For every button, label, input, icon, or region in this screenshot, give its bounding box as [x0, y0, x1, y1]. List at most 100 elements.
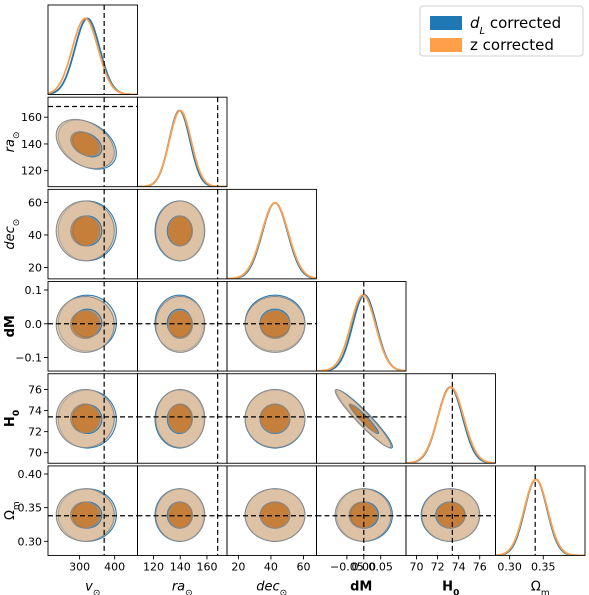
- contour-ra-H0-z_corrected-1sigma: [167, 403, 194, 434]
- xtick-label-ra-2: 160: [196, 560, 217, 573]
- panel-dM-dec: [226, 281, 317, 372]
- labels-layer: ra⊙ dec⊙ dM H0 v⊙ Ωm ra⊙ dec⊙ dM H0 Ωm: [3, 132, 550, 595]
- ytick-label-ra-0: 120: [21, 165, 42, 178]
- panels-layer: 120 140 160 20 40 60 −0.1 0.0 0.1 70 72 74 76 300 400 0…: [15, 4, 586, 573]
- xtick-label-dM-2: 0.05: [368, 560, 393, 573]
- xtick-label-dM-0: −0.05: [330, 560, 364, 573]
- xlabel-Om: Ωm: [531, 579, 550, 595]
- ytick-label-Om-0: 0.30: [18, 535, 43, 548]
- xlabel-dec: dec⊙: [256, 579, 287, 595]
- ytick-label-dec-2: 60: [28, 196, 42, 209]
- panel-Om-dM: −0.050.000.05: [316, 465, 407, 573]
- legend-swatch-dl_corrected: [430, 16, 462, 30]
- panel-dM-ra: [137, 281, 228, 372]
- xtick-label-ra-0: 120: [143, 560, 164, 573]
- panel-Om-ra: 120 140 160: [137, 465, 228, 573]
- xtick-label-H0-3: 76: [473, 560, 487, 573]
- panel-frame-ra-ra: [137, 96, 228, 188]
- panel-frame-H0-H0: [405, 373, 496, 464]
- ylabel-Om: Ωm: [3, 501, 22, 520]
- marginal-curve-v-z_corrected: [48, 17, 138, 95]
- marginal-curve-dec-dl_corrected: [227, 201, 317, 279]
- contour-ra-dec-z_corrected-1sigma: [167, 215, 194, 247]
- panel-dM-dM: [316, 281, 407, 372]
- ytick-label-ra-1: 140: [21, 138, 42, 151]
- panel-frame-Om-Om: [495, 465, 586, 556]
- ylabel-dec: dec⊙: [3, 219, 22, 250]
- panel-Om-Om: 0.30 0.35: [495, 465, 586, 573]
- panel-frame-v-v: [47, 4, 138, 95]
- ytick-label-H0-0: 70: [28, 447, 42, 460]
- xlabel-dM: dM: [350, 579, 372, 594]
- legend-swatch-z_corrected: [430, 38, 462, 52]
- contour-v-dM-z_corrected-1sigma: [70, 309, 101, 339]
- xtick-label-dec-1: 40: [264, 560, 278, 573]
- ytick-label-H0-2: 74: [28, 405, 42, 418]
- panel-H0-H0: [405, 373, 496, 464]
- panel-Om-H0: 70 72 74 76: [405, 465, 496, 573]
- xtick-label-H0-1: 72: [431, 560, 445, 573]
- marginal-curve-ra-dl_corrected: [137, 109, 227, 187]
- panel-ra-v: 120 140 160: [21, 96, 138, 188]
- ytick-label-Om-1: 0.35: [18, 502, 43, 515]
- panel-H0-ra: [137, 373, 228, 464]
- panel-dec-ra: [137, 188, 228, 280]
- xlabel-H0: H0: [442, 579, 459, 595]
- ylabel-dM: dM: [3, 315, 18, 337]
- panel-dec-v: 20 40 60: [28, 188, 138, 280]
- marginal-curve-ra-z_corrected: [137, 109, 227, 187]
- contour-dec-dM-z_corrected-1sigma: [259, 309, 291, 339]
- contour-dM-H0-z_corrected-1sigma: [348, 403, 378, 434]
- panel-Om-dec: 20 40 60: [226, 465, 317, 573]
- panel-dec-dec: [226, 188, 317, 280]
- panel-ra-ra: [137, 96, 228, 188]
- ylabel-ra: ra⊙: [3, 132, 22, 153]
- xtick-label-H0-2: 74: [452, 560, 466, 573]
- contour-dM-Om-z_corrected-1sigma: [348, 501, 378, 529]
- contour-v-Om-z_corrected-1sigma: [70, 501, 101, 529]
- panel-H0-dM: [316, 373, 407, 464]
- marginal-curve-H0-z_corrected: [406, 386, 496, 464]
- xtick-label-Om-0: 0.30: [497, 560, 522, 573]
- ytick-label-dec-1: 40: [28, 229, 42, 242]
- panel-v-v: [47, 4, 138, 95]
- marginal-curve-dec-z_corrected: [227, 201, 317, 279]
- marginal-curve-H0-dl_corrected: [406, 386, 496, 464]
- marginal-curve-dM-z_corrected: [316, 294, 406, 372]
- ytick-label-dM-1: 0.0: [25, 318, 43, 331]
- ytick-label-ra-2: 160: [21, 111, 42, 124]
- xtick-label-dec-2: 60: [296, 560, 310, 573]
- xtick-label-H0-0: 70: [410, 560, 424, 573]
- contour-v-ra-z_corrected-1sigma: [70, 131, 101, 157]
- panel-frame-dM-dM: [316, 281, 407, 372]
- xlabel-v: v⊙: [85, 579, 100, 595]
- contour-v-dec-z_corrected-1sigma: [70, 215, 101, 247]
- xtick-label-dM-1: 0.00: [352, 560, 377, 573]
- xtick-label-v-1: 400: [104, 560, 125, 573]
- xtick-label-dec-0: 20: [231, 560, 245, 573]
- contour-dec-H0-z_corrected-1sigma: [259, 403, 291, 434]
- marginal-curve-dM-dl_corrected: [316, 294, 406, 372]
- ylabel-H0: H0: [3, 410, 22, 427]
- xtick-label-ra-1: 140: [170, 560, 191, 573]
- ytick-label-H0-1: 72: [28, 426, 42, 439]
- ytick-label-H0-3: 76: [28, 384, 42, 397]
- ytick-label-Om-2: 0.40: [18, 468, 43, 481]
- xlabel-ra: ra⊙: [172, 579, 193, 595]
- xtick-label-Om-1: 0.35: [531, 560, 556, 573]
- ytick-label-dec-0: 20: [28, 261, 42, 274]
- panel-frame-dec-dec: [226, 188, 317, 280]
- panel-Om-v: 300 400 0.30 0.35 0.40: [18, 465, 138, 573]
- contour-H0-Om-z_corrected-1sigma: [435, 501, 466, 529]
- marginal-curve-Om-dl_corrected: [495, 478, 585, 556]
- legend-label-dl_corrected: dL corrected: [470, 14, 561, 37]
- ytick-label-dM-2: 0.1: [25, 284, 43, 297]
- ytick-label-dM-0: −0.1: [15, 352, 42, 365]
- legend-label-z_corrected: z corrected: [470, 36, 554, 54]
- contour-ra-Om-z_corrected-1sigma: [167, 501, 194, 529]
- contour-dec-Om-z_corrected-1sigma: [259, 501, 291, 529]
- panel-dM-v: −0.1 0.0 0.1: [15, 281, 138, 372]
- marginal-curve-Om-z_corrected: [495, 478, 585, 556]
